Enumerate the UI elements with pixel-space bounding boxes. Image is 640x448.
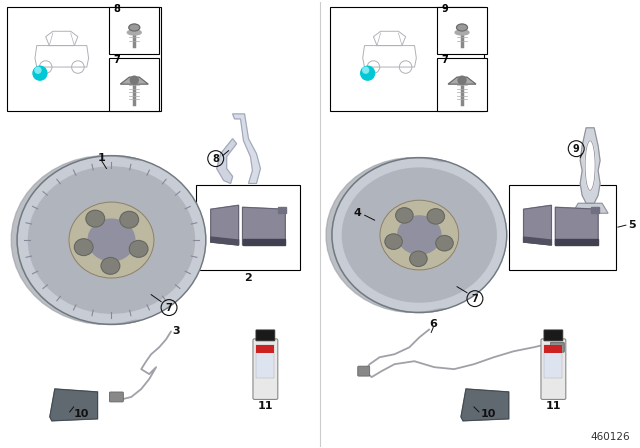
Text: 6: 6 [429,319,437,329]
Circle shape [40,61,52,73]
Ellipse shape [129,24,140,31]
FancyBboxPatch shape [545,345,563,378]
Ellipse shape [396,208,413,223]
Text: 7: 7 [113,55,120,65]
FancyBboxPatch shape [278,207,286,213]
Text: 460126: 460126 [590,431,630,442]
Polygon shape [461,389,509,421]
FancyBboxPatch shape [109,58,159,111]
Polygon shape [580,128,600,203]
Polygon shape [211,237,239,245]
FancyBboxPatch shape [7,7,161,111]
Ellipse shape [585,141,595,190]
Text: 11: 11 [546,401,561,411]
Polygon shape [211,205,239,245]
FancyBboxPatch shape [437,58,487,111]
Text: 8: 8 [113,4,120,13]
FancyBboxPatch shape [109,392,124,402]
Polygon shape [524,237,552,245]
Ellipse shape [120,211,138,228]
Ellipse shape [455,30,469,35]
Circle shape [361,66,374,80]
Text: 10: 10 [481,409,497,419]
Circle shape [131,76,138,84]
FancyBboxPatch shape [256,330,275,341]
Polygon shape [243,239,285,245]
Ellipse shape [69,202,154,278]
Polygon shape [524,205,552,245]
Ellipse shape [385,234,403,249]
Text: 8: 8 [212,154,219,164]
Text: 10: 10 [74,409,90,419]
Circle shape [35,67,41,73]
Polygon shape [373,31,406,46]
FancyBboxPatch shape [545,345,563,353]
FancyBboxPatch shape [437,7,487,54]
Polygon shape [243,207,285,245]
Text: 9: 9 [441,4,448,13]
Text: 1: 1 [98,153,106,163]
Ellipse shape [410,251,427,267]
Text: 7: 7 [441,55,448,65]
FancyBboxPatch shape [550,342,564,352]
FancyBboxPatch shape [358,366,370,376]
FancyBboxPatch shape [257,345,275,378]
FancyBboxPatch shape [544,330,563,341]
Text: 7: 7 [166,302,172,313]
Polygon shape [50,389,97,421]
FancyBboxPatch shape [257,345,275,353]
Ellipse shape [380,200,459,270]
FancyBboxPatch shape [591,207,599,213]
Text: 9: 9 [573,144,580,154]
Polygon shape [326,158,446,312]
Polygon shape [12,156,141,324]
Ellipse shape [86,210,104,227]
FancyBboxPatch shape [196,185,300,270]
FancyBboxPatch shape [509,185,616,270]
Ellipse shape [127,30,141,35]
Polygon shape [556,207,598,245]
Ellipse shape [456,24,467,31]
Text: 4: 4 [354,208,362,218]
Circle shape [367,61,380,73]
Polygon shape [572,203,608,213]
Text: 7: 7 [472,293,478,304]
Text: 3: 3 [172,327,180,336]
Circle shape [399,61,412,73]
Polygon shape [45,31,78,46]
Circle shape [33,66,47,80]
FancyBboxPatch shape [541,339,566,400]
Polygon shape [217,139,237,183]
FancyBboxPatch shape [330,7,484,111]
Ellipse shape [17,155,206,324]
FancyBboxPatch shape [253,339,278,400]
Polygon shape [448,77,476,84]
FancyBboxPatch shape [109,7,159,54]
Ellipse shape [129,241,148,257]
Polygon shape [232,114,260,183]
Polygon shape [35,46,88,67]
Ellipse shape [397,216,441,254]
Text: 2: 2 [244,273,252,283]
Polygon shape [556,239,598,245]
Ellipse shape [342,168,496,302]
Ellipse shape [28,167,195,313]
Ellipse shape [88,219,135,261]
Ellipse shape [427,209,444,224]
Polygon shape [363,46,417,67]
Polygon shape [120,77,148,84]
Ellipse shape [74,239,93,255]
Text: 5: 5 [628,220,636,230]
Circle shape [363,67,369,73]
Circle shape [458,76,466,84]
Ellipse shape [332,158,507,313]
Text: 11: 11 [258,401,273,411]
Ellipse shape [101,258,120,274]
Circle shape [72,61,84,73]
Ellipse shape [436,236,453,251]
